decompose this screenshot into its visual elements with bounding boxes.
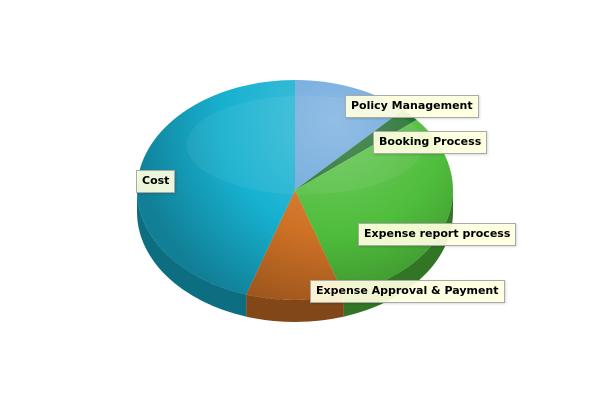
pie-slice-expense-report-process[interactable] (295, 119, 453, 295)
pie-highlight (186, 95, 424, 195)
pie-slice-booking-process[interactable] (295, 109, 417, 190)
pie-slice-expense-approval-and-payment[interactable] (246, 190, 344, 300)
pie-side-cost (136, 190, 247, 317)
slice-label-policy-management: Policy Management (345, 95, 479, 118)
slice-label-expense-approval-and-payment: Expense Approval & Payment (310, 280, 505, 303)
pie-slice-cost[interactable] (137, 80, 295, 295)
slice-label-expense-report-process: Expense report process (358, 223, 517, 246)
pie-gloss (186, 95, 424, 195)
slice-label-cost: Cost (136, 170, 176, 193)
slice-label-booking-process: Booking Process (373, 131, 488, 154)
